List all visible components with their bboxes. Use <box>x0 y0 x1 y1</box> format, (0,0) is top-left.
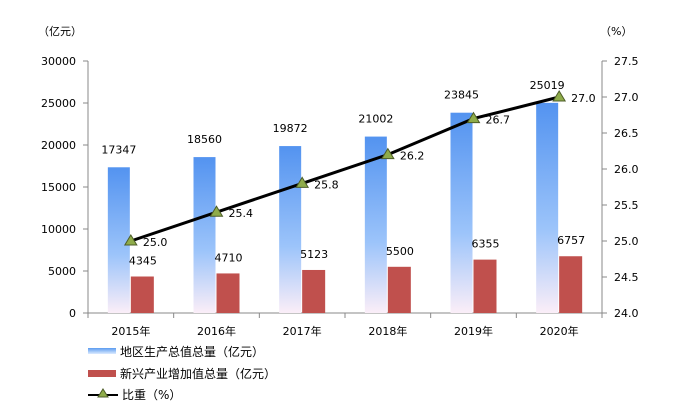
legend-item-gdp: 地区生产总值总量（亿元） <box>88 343 264 359</box>
left-tick-label: 15000 <box>41 181 76 194</box>
x-tick-label: 2015年 <box>111 324 150 338</box>
bar-emerging <box>216 273 240 313</box>
share-label: 25.4 <box>229 207 254 220</box>
x-tick-label: 2017年 <box>283 324 322 338</box>
left-tick-label: 10000 <box>41 223 76 236</box>
legend-swatch-share <box>88 388 118 398</box>
x-tick-label: 2020年 <box>540 324 579 338</box>
bar-emerging <box>130 276 154 313</box>
bar-emerging <box>387 266 411 313</box>
share-marker <box>295 176 310 188</box>
right-axis-unit: （%） <box>600 25 632 38</box>
left-tick-label: 5000 <box>48 265 76 278</box>
right-tick-label: 24.0 <box>614 307 639 320</box>
right-tick-label: 26.5 <box>614 127 639 140</box>
legend-label-emerging: 新兴产业增加值总量（亿元） <box>120 366 277 381</box>
legend-swatch-emerging <box>88 369 116 377</box>
share-label: 25.8 <box>314 178 339 191</box>
bar-emerging <box>302 269 326 313</box>
bar-emerging-label: 5500 <box>386 245 414 258</box>
left-tick-label: 25000 <box>41 97 76 110</box>
bar-gdp <box>536 102 559 314</box>
right-tick-label: 24.5 <box>614 271 639 284</box>
share-label: 26.7 <box>486 114 511 127</box>
bar-emerging-label: 5123 <box>300 248 328 261</box>
share-marker <box>209 205 224 217</box>
legend-label-gdp: 地区生产总值总量（亿元） <box>120 344 265 359</box>
bar-gdp <box>193 157 216 313</box>
bar-emerging-label: 4345 <box>129 255 157 268</box>
share-label: 27.0 <box>571 92 596 105</box>
share-label: 25.0 <box>143 236 168 249</box>
bar-emerging-label: 6355 <box>472 238 500 251</box>
bar-gdp <box>279 146 302 313</box>
left-axis-unit: （亿元） <box>38 25 82 38</box>
bar-emerging-label: 6757 <box>557 234 585 247</box>
bar-gdp-label: 19872 <box>273 122 308 135</box>
legend-swatch-gdp <box>88 348 116 354</box>
right-tick-label: 25.5 <box>614 199 639 212</box>
share-marker <box>466 111 481 124</box>
left-tick-label: 0 <box>69 307 76 320</box>
x-tick-label: 2018年 <box>368 324 407 338</box>
share-marker <box>380 147 395 160</box>
bar-emerging <box>559 256 583 313</box>
legend-label-share: 比重（%） <box>122 387 182 402</box>
bar-gdp <box>107 167 130 313</box>
bar-gdp-label: 21002 <box>358 113 393 126</box>
bar-gdp <box>364 136 387 313</box>
right-tick-label: 25.0 <box>614 235 639 248</box>
left-tick-label: 20000 <box>41 139 76 152</box>
legend-item-emerging: 新兴产业增加值总量（亿元） <box>88 365 276 381</box>
share-label: 26.2 <box>400 150 425 163</box>
x-tick-label: 2016年 <box>197 324 236 338</box>
x-tick-label: 2019年 <box>454 324 493 338</box>
bar-gdp-label: 23845 <box>444 89 479 102</box>
bar-gdp-label: 17347 <box>101 143 136 156</box>
bar-emerging-label: 4710 <box>215 251 243 264</box>
right-tick-label: 26.0 <box>614 163 639 176</box>
bar-gdp-label: 25019 <box>530 79 565 92</box>
share-marker <box>552 90 567 102</box>
share-line <box>130 95 560 243</box>
bar-gdp <box>450 112 473 314</box>
legend-item-share: 比重（%） <box>88 386 181 402</box>
share-marker <box>123 234 138 246</box>
right-tick-label: 27.0 <box>614 91 639 104</box>
bar-gdp-label: 18560 <box>187 133 222 146</box>
right-tick-label: 27.5 <box>614 55 639 68</box>
bar-emerging <box>473 259 497 313</box>
left-tick-label: 30000 <box>41 55 76 68</box>
